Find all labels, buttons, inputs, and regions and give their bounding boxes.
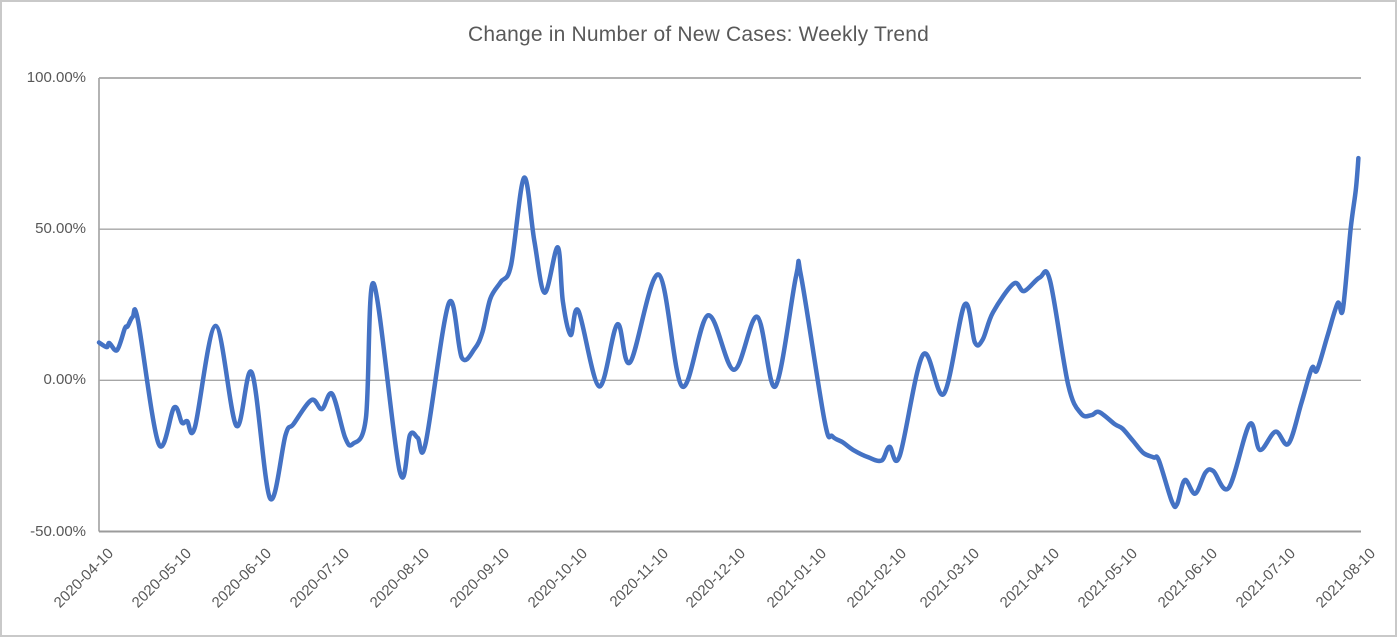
y-tick-label: -50.00% [30,522,86,540]
data-series-line [96,155,1361,510]
y-tick-label: 50.00% [35,220,86,238]
chart-title: Change in Number of New Cases: Weekly Tr… [467,23,930,46]
y-tick-label: 0.00% [43,371,86,389]
y-tick-label: 100.00% [26,69,86,86]
